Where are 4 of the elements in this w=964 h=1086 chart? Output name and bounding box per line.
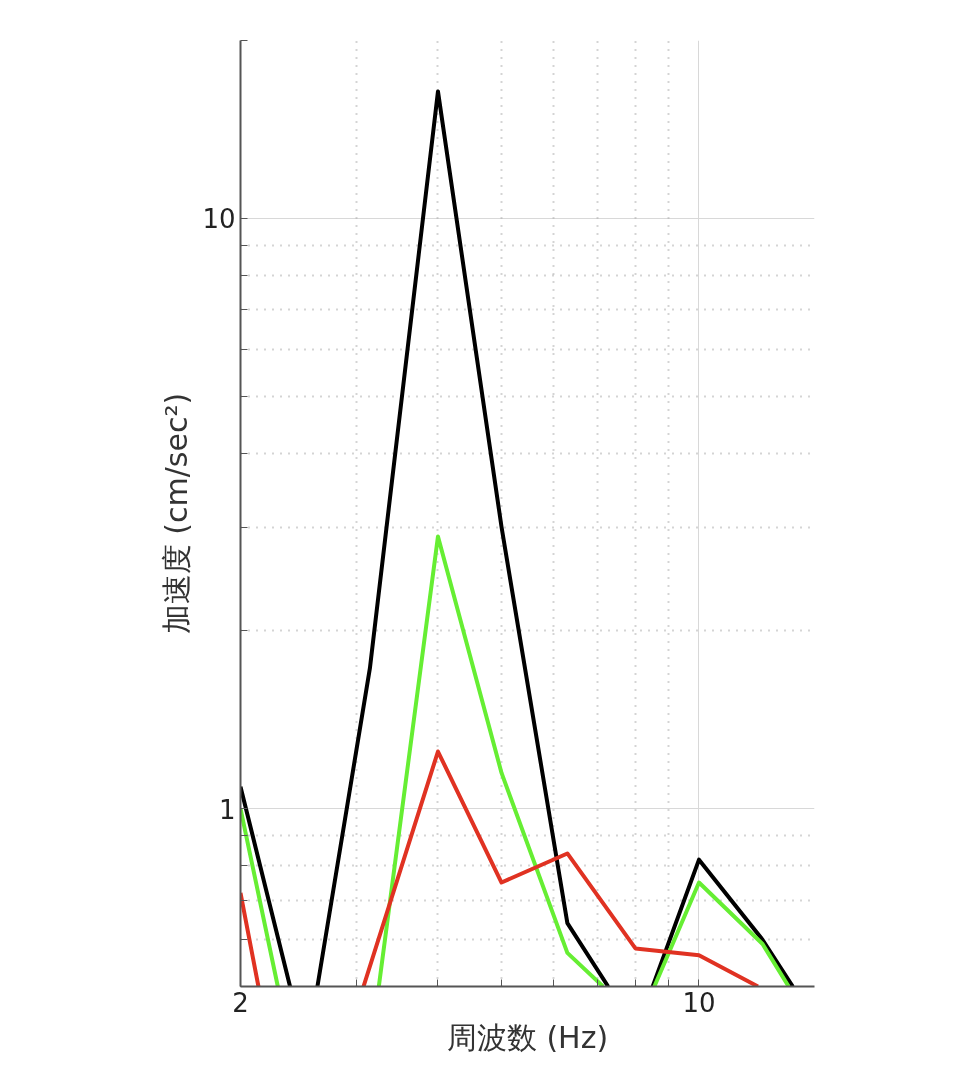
x-tick-label: 2 <box>232 987 249 1018</box>
y-axis-title: 加速度 (cm/sec²) <box>159 392 195 635</box>
y-tick-label: 1 <box>218 794 236 825</box>
x-axis-title: 周波数 (Hz) <box>446 1019 609 1055</box>
